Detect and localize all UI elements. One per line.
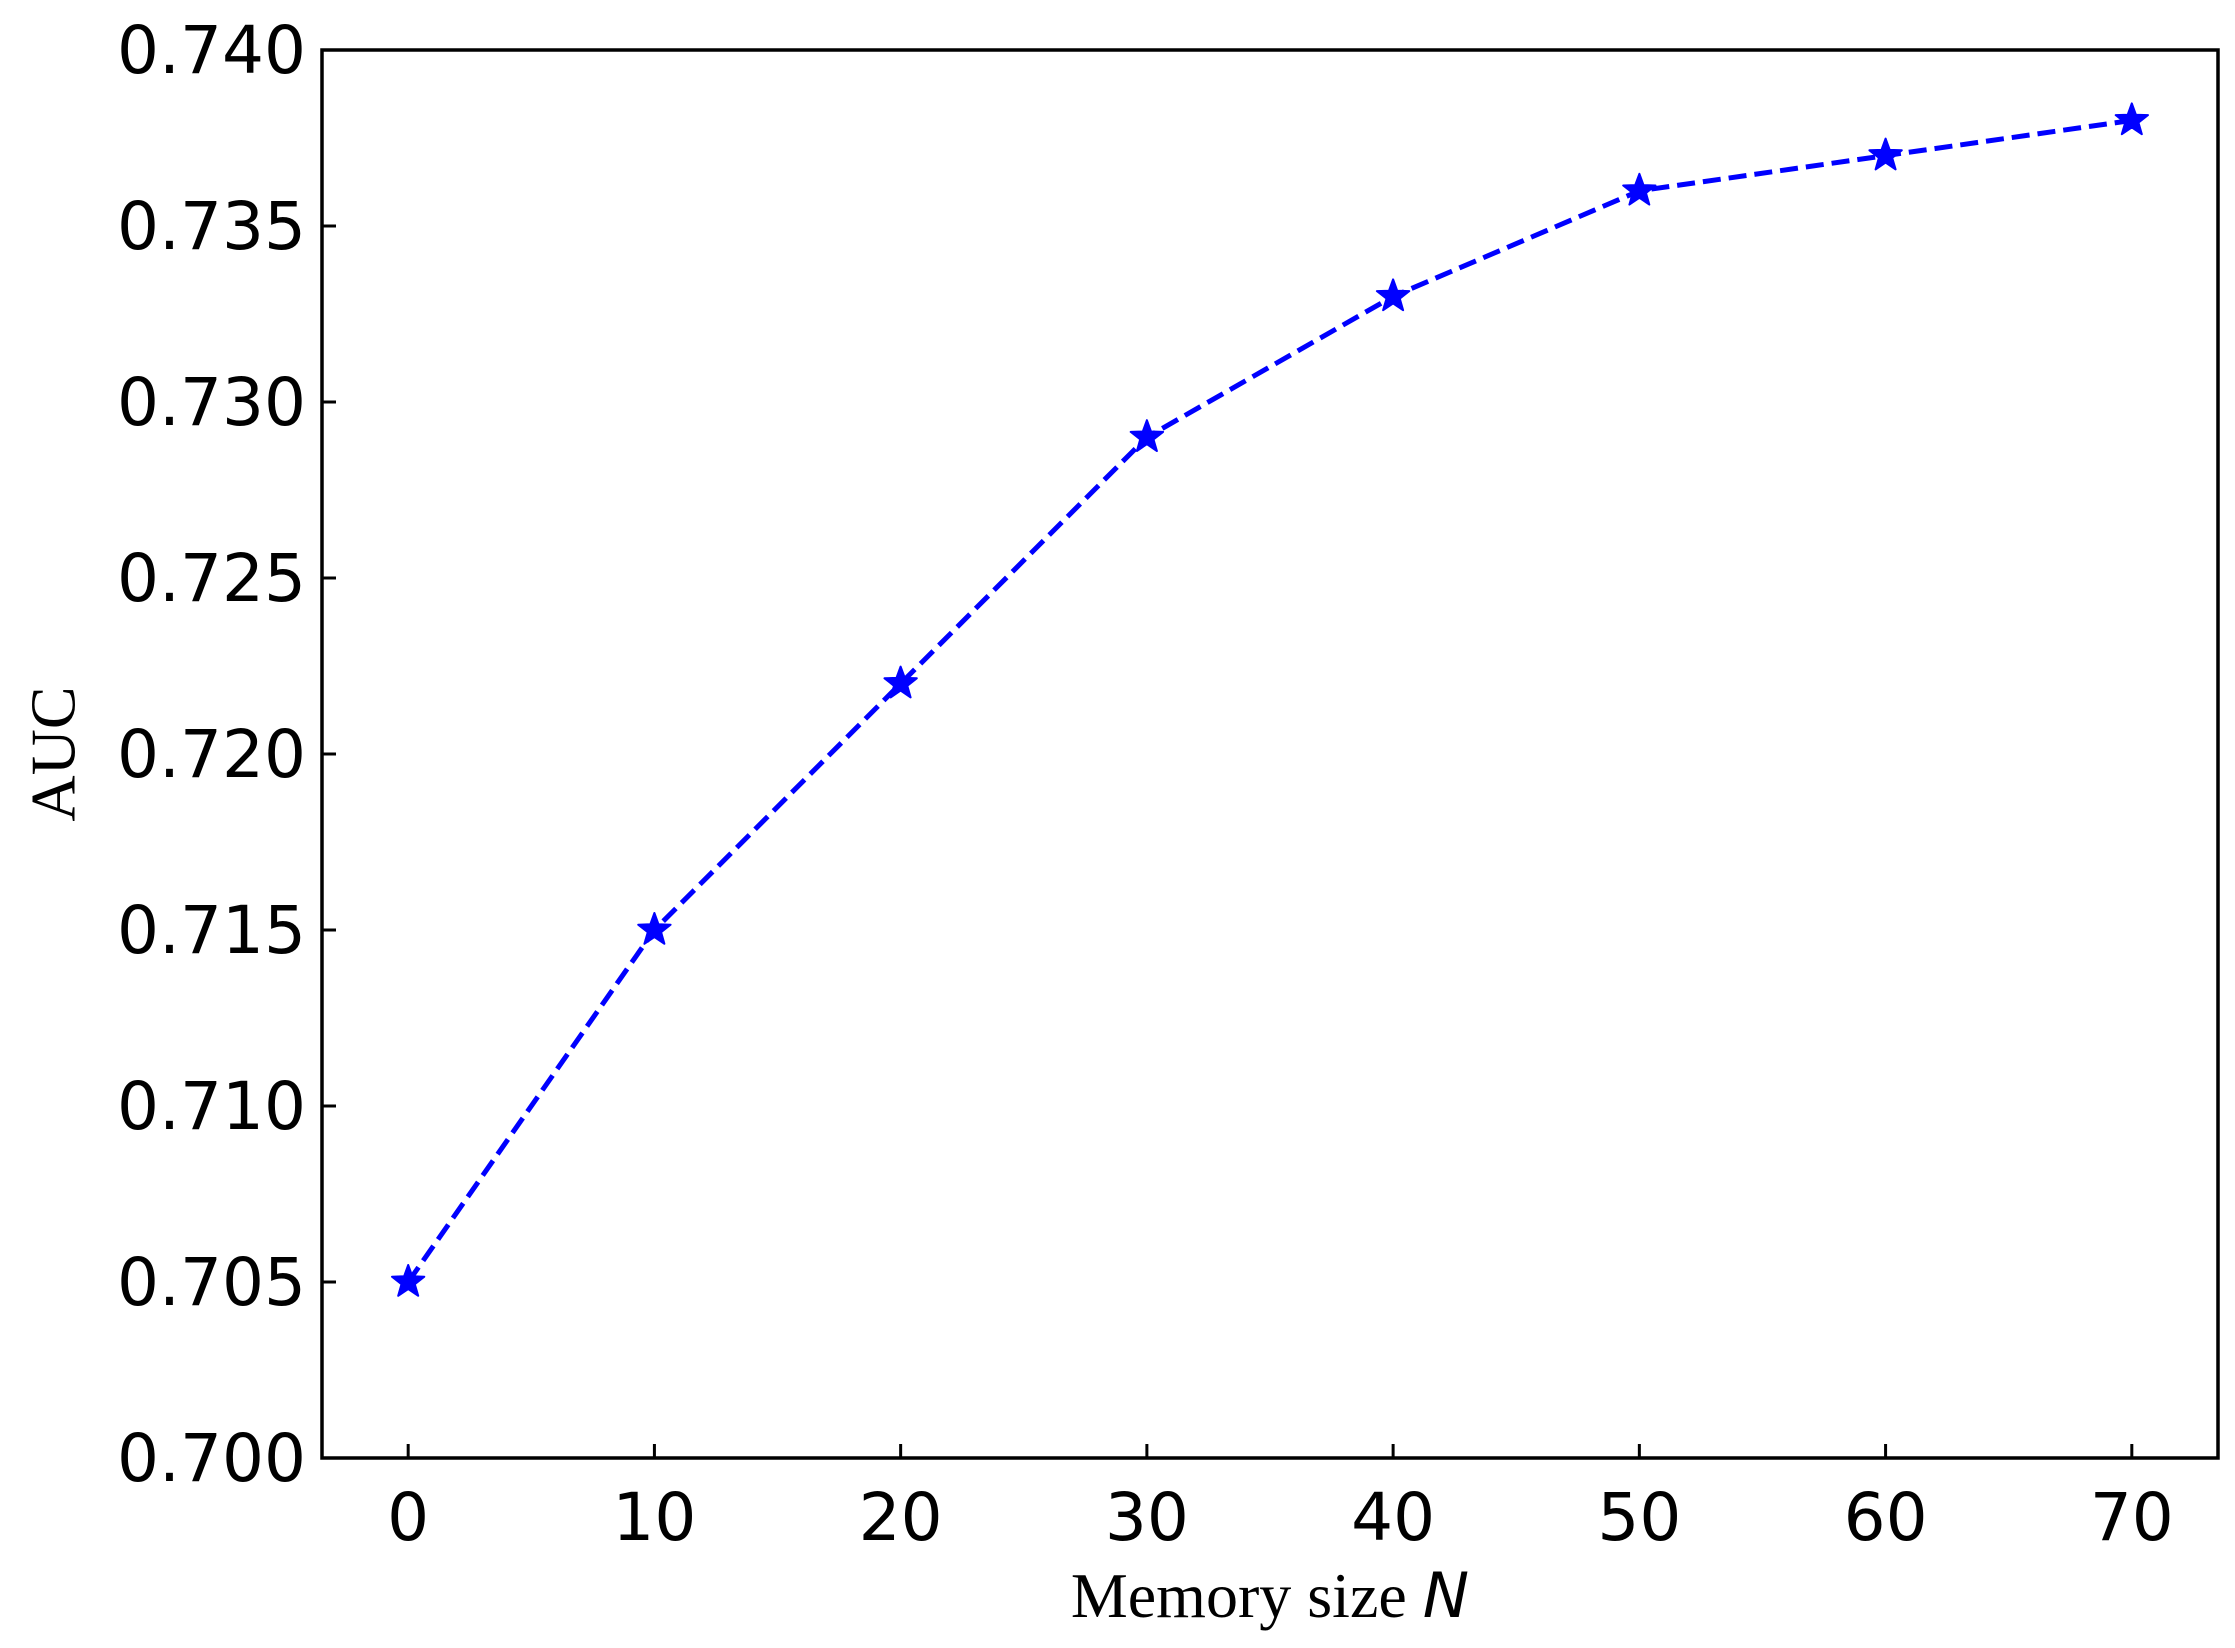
x-tick-label: 60 bbox=[1844, 1479, 1928, 1556]
x-tick-label: 40 bbox=[1351, 1479, 1435, 1556]
y-tick-label: 0.725 bbox=[117, 540, 306, 617]
y-tick-label: 0.740 bbox=[117, 12, 306, 89]
data-point-star bbox=[637, 912, 672, 945]
y-tick-label: 0.705 bbox=[117, 1244, 306, 1321]
x-tick-label: 10 bbox=[612, 1479, 696, 1556]
y-tick-label: 0.735 bbox=[117, 188, 306, 265]
series-layer bbox=[391, 102, 2149, 1297]
data-point-star bbox=[1622, 172, 1657, 206]
y-axis-ticks: 0.700 0.705 0.710 0.715 0.720 0.725 0.730 0.735… bbox=[117, 12, 336, 1497]
y-tick-label: 0.715 bbox=[117, 892, 306, 969]
x-axis-ticks: 0 10 20 30 40 50 60 70 bbox=[387, 1444, 2174, 1556]
data-point-star bbox=[391, 1264, 426, 1297]
series-line bbox=[406, 117, 2133, 1284]
x-axis-title-text: Memory size bbox=[1071, 1560, 1423, 1631]
data-point-star bbox=[1129, 419, 1165, 452]
x-tick-label: 70 bbox=[2090, 1479, 2174, 1556]
y-tick-label: 0.710 bbox=[117, 1068, 306, 1145]
x-tick-label: 0 bbox=[387, 1479, 429, 1556]
data-point-star bbox=[1868, 137, 1903, 171]
y-axis-title: AUC bbox=[17, 686, 88, 821]
y-tick-label: 0.720 bbox=[117, 716, 306, 793]
data-point-star bbox=[2114, 102, 2149, 136]
plot-frame bbox=[320, 48, 2220, 1460]
y-tick-label: 0.730 bbox=[117, 364, 306, 441]
y-tick-label: 0.700 bbox=[117, 1420, 306, 1497]
x-tick-label: 20 bbox=[859, 1479, 943, 1556]
x-tick-label: 30 bbox=[1105, 1479, 1189, 1556]
data-point-star bbox=[1375, 278, 1411, 312]
x-axis-title: Memory size N bbox=[1071, 1559, 1469, 1632]
x-tick-label: 50 bbox=[1597, 1479, 1681, 1556]
x-axis-title-variable: N bbox=[1423, 1559, 1469, 1632]
data-point-star bbox=[883, 665, 918, 699]
